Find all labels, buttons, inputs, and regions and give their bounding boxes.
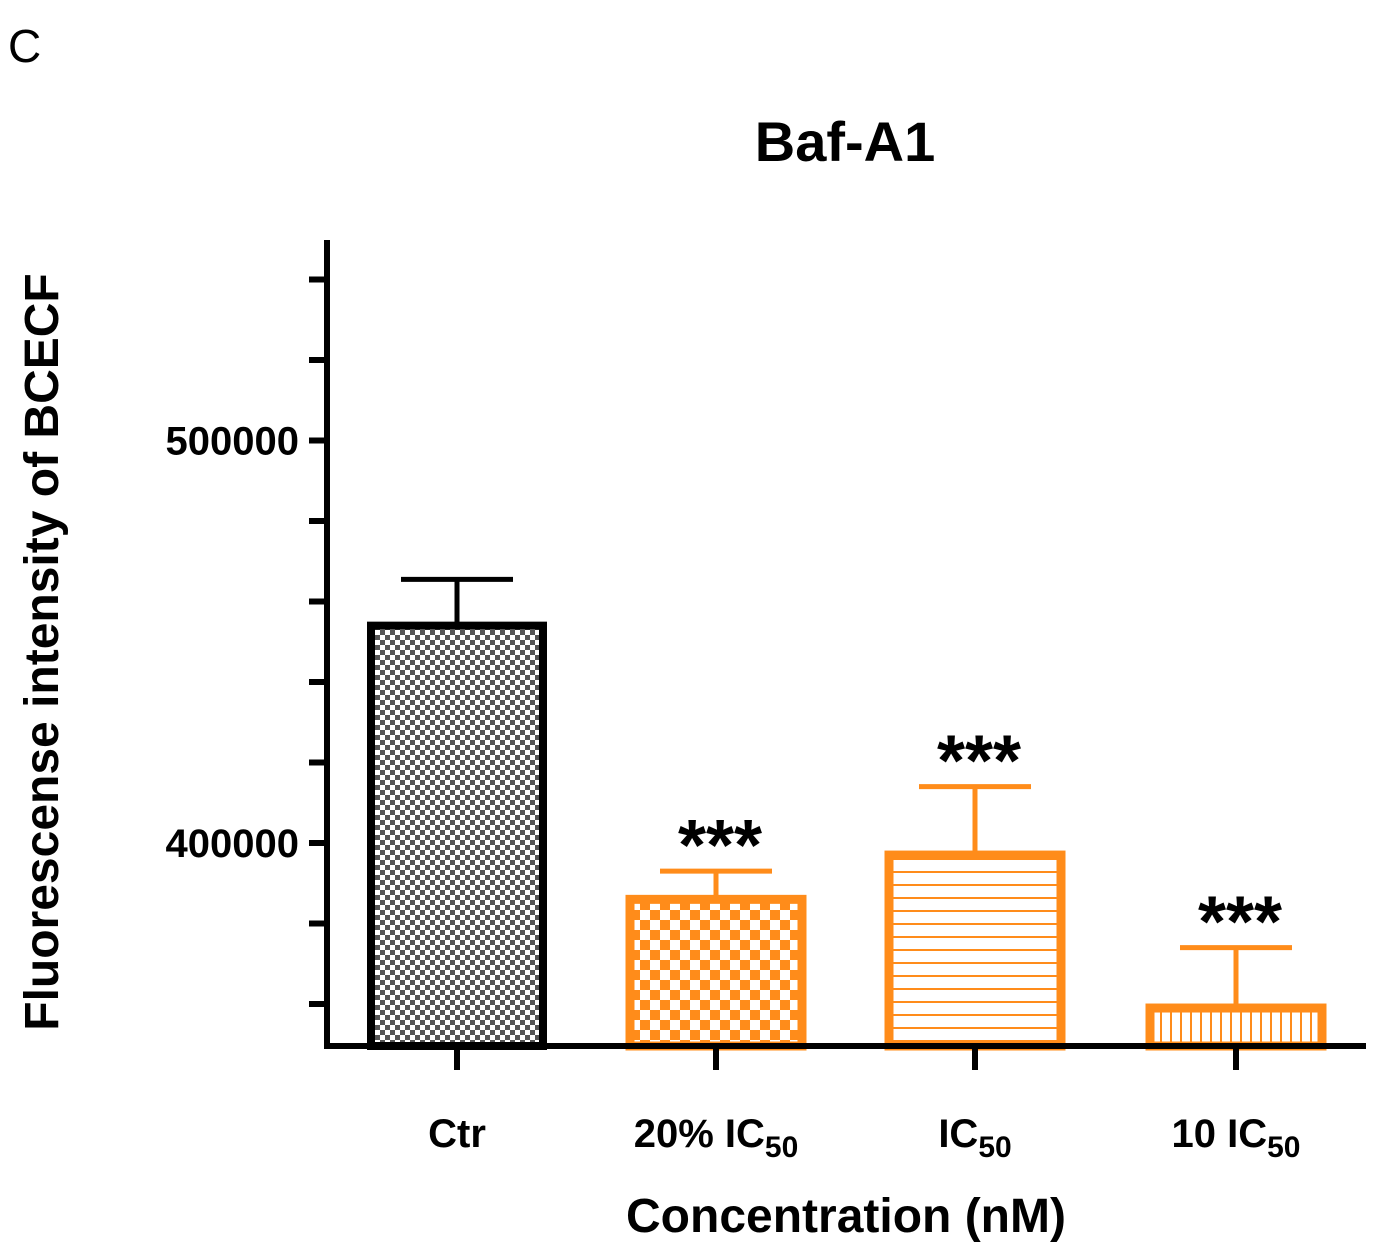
y-tick-label: 400000 [166,822,299,866]
x-tick-label: IC50 [938,1112,1011,1164]
x-tick-label-subscript: 50 [1267,1131,1300,1164]
bar [625,894,807,1051]
y-ticks-layer: 400000 500000 [166,276,327,1007]
x-tick-label: Ctr [428,1112,486,1156]
x-tick-label: 20% IC50 [634,1112,799,1164]
x-tick-label-main: IC [938,1112,978,1156]
y-tick-label: 500000 [166,420,299,464]
x-tick-label-main: 20% IC [634,1112,765,1156]
x-ticks-layer: Ctr 20% IC50 IC50 10 IC50 [428,1046,1300,1164]
bar [367,621,547,1051]
bar [1145,1003,1327,1051]
x-tick-label: 10 IC50 [1172,1112,1301,1164]
significance-label: *** [1198,883,1282,963]
panel-label: C [8,20,41,72]
x-tick-label-subscript: 50 [978,1131,1011,1164]
significance-label: *** [678,806,762,886]
x-tick-label-main: Ctr [428,1112,486,1156]
x-axis-title: Concentration (nM) [626,1190,1066,1243]
significance-layer: *** *** *** [678,722,1282,963]
y-axis-title: Fluorescense intensity of BCECF [16,273,69,1030]
bars-layer [367,621,1327,1051]
significance-label: *** [937,722,1021,802]
x-tick-label-main: 10 IC [1172,1112,1268,1156]
bar [884,850,1066,1051]
error-bars-layer [401,576,1292,1009]
x-tick-label-subscript: 50 [765,1131,798,1164]
chart-title: Baf-A1 [755,110,935,173]
